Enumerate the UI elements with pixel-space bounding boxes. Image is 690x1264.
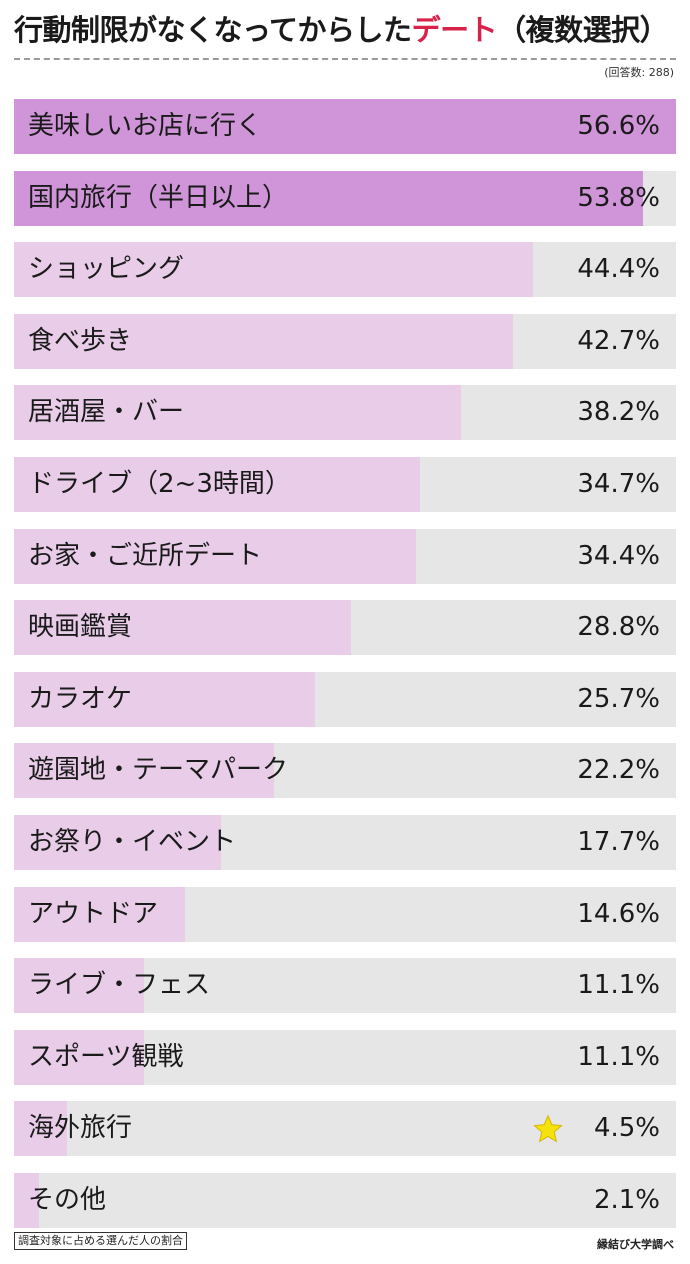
bar <box>14 314 514 369</box>
bar-row: カラオケ 25.7% <box>14 672 676 727</box>
category-label: 居酒屋・バー <box>28 397 185 427</box>
value-label: 2.1% <box>593 1185 660 1215</box>
value-label: 28.8% <box>577 612 660 642</box>
bar <box>14 743 274 798</box>
bar-row: 遊園地・テーマパーク 22.2% <box>14 743 676 798</box>
category-label: 国内旅行（半日以上） <box>28 183 289 213</box>
bar <box>14 958 144 1013</box>
value-label: 14.6% <box>577 899 660 929</box>
bar-row: 美味しいお店に行く 56.6% <box>14 99 676 154</box>
value-label: 11.1% <box>577 1042 660 1072</box>
category-label: お祭り・イベント <box>28 827 237 857</box>
category-label: ドライブ（2~3時間） <box>28 469 291 499</box>
title-accent: デート <box>411 13 498 47</box>
bar <box>14 815 222 870</box>
category-label: アウトドア <box>28 899 159 929</box>
category-label: お家・ご近所デート <box>28 541 263 571</box>
footnote: 調査対象に占める選んだ人の割合 <box>14 1232 187 1250</box>
category-label: ライブ・フェス <box>28 970 211 1000</box>
bar-row: ショッピング 44.4% <box>14 242 676 297</box>
bar <box>14 1030 144 1085</box>
bar-row: 居酒屋・バー 38.2% <box>14 385 676 440</box>
value-label: 53.8% <box>577 183 660 213</box>
bar-row: ドライブ（2~3時間） 34.7% <box>14 457 676 512</box>
category-label: スポーツ観戦 <box>28 1042 184 1072</box>
bar-row: アウトドア 14.6% <box>14 887 676 942</box>
chart-title: 行動制限がなくなってからしたデート（複数選択） <box>14 8 669 52</box>
bar <box>14 672 315 727</box>
category-label: 映画鑑賞 <box>28 612 133 642</box>
value-label: 38.2% <box>577 397 660 427</box>
bar-row: その他 2.1% <box>14 1173 676 1228</box>
value-label: 56.6% <box>577 111 660 141</box>
value-label: 42.7% <box>577 326 660 356</box>
value-label: 34.7% <box>577 469 660 499</box>
category-label: カラオケ <box>28 684 133 714</box>
bar <box>14 600 351 655</box>
bar-row: 海外旅行 4.5% <box>14 1101 676 1156</box>
bar <box>14 385 461 440</box>
bar-row: 映画鑑賞 28.8% <box>14 600 676 655</box>
title-suffix: （複数選択） <box>497 13 669 47</box>
bar-row: お祭り・イベント 17.7% <box>14 815 676 870</box>
respondent-count: (回答数: 288) <box>604 66 674 79</box>
value-label: 17.7% <box>577 827 660 857</box>
bar-row: 食べ歩き 42.7% <box>14 314 676 369</box>
value-label: 4.5% <box>593 1113 660 1143</box>
bar <box>14 1173 39 1228</box>
bar-row: お家・ご近所デート 34.4% <box>14 529 676 584</box>
bar <box>14 529 417 584</box>
bar <box>14 457 420 512</box>
category-label: 食べ歩き <box>28 326 133 356</box>
category-label: 遊園地・テーマパーク <box>28 755 289 785</box>
value-label: 44.4% <box>577 254 660 284</box>
star-icon <box>533 1114 563 1143</box>
bar <box>14 171 644 226</box>
bar-row: スポーツ観戦 11.1% <box>14 1030 676 1085</box>
category-label: 美味しいお店に行く <box>28 111 263 141</box>
bar <box>14 242 534 297</box>
category-label: ショッピング <box>28 254 185 284</box>
bar-row: ライブ・フェス 11.1% <box>14 958 676 1013</box>
source-credit: 縁結び大学調べ <box>597 1238 674 1251</box>
bar <box>14 887 185 942</box>
value-label: 11.1% <box>577 970 660 1000</box>
category-label: その他 <box>28 1185 107 1215</box>
bar <box>14 1101 67 1156</box>
category-label: 海外旅行 <box>28 1113 133 1143</box>
title-main: 行動制限がなくなってからした <box>14 13 412 47</box>
bar <box>14 99 676 154</box>
bar-row: 国内旅行（半日以上） 53.8% <box>14 171 676 226</box>
title-divider <box>14 58 676 60</box>
value-label: 22.2% <box>577 755 660 785</box>
value-label: 25.7% <box>577 684 660 714</box>
value-label: 34.4% <box>577 541 660 571</box>
